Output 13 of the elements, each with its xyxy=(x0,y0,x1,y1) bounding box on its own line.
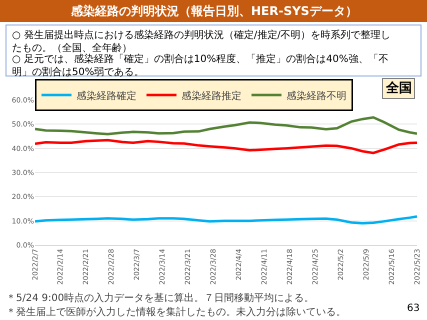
line-series xyxy=(35,138,417,154)
chart-title: 感染経路の判明状況（報告日別、HER-SYSデータ） xyxy=(70,4,358,18)
legend-label: 感染経路不明 xyxy=(286,90,346,102)
text: 全国 xyxy=(385,81,412,96)
legend-label: 感染経路確定 xyxy=(76,90,136,102)
line-series xyxy=(35,116,417,136)
text: ＊発生届上で医師が入力した情報を集計したもの。未入力分は除いている。 xyxy=(6,306,346,318)
text: ○ 足元では、感染経路「確定」の割合は10%程度、「推定」の割合は40%強、「不明」の割合は50%弱である。 xyxy=(12,53,388,78)
line-series xyxy=(35,215,417,224)
text: ＊5/24 9:00時点の入力データを基に算出。７日間移動平均による。 xyxy=(6,292,314,304)
text: ○ 発生届提出時点における感染経路の判明状況（確定/推定/不明）を時系列で整理したもの。（全国、全年齢） xyxy=(12,29,391,54)
text: 63 xyxy=(407,303,420,314)
legend-label: 感染経路推定 xyxy=(182,90,242,102)
